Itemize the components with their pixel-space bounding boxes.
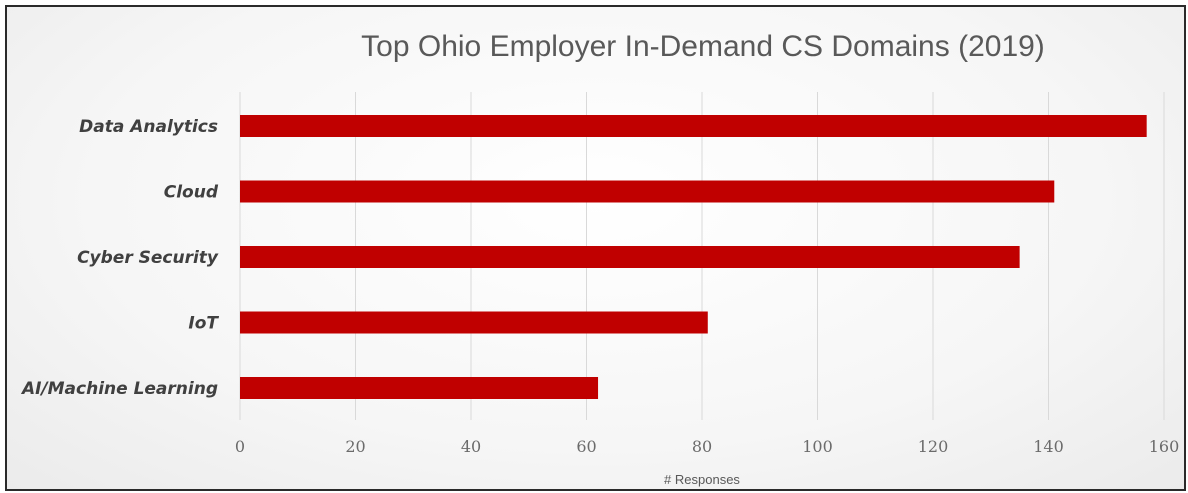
category-label: AI/Machine Learning xyxy=(20,379,218,399)
x-tick-label: 160 xyxy=(1149,437,1180,456)
x-tick-label: 60 xyxy=(576,437,596,456)
x-tick-labels: 0 20 40 60 80 100 120 140 160 xyxy=(235,437,1179,456)
category-label: Cloud xyxy=(164,183,219,203)
x-tick-label: 140 xyxy=(1033,437,1064,456)
category-label: Data Analytics xyxy=(79,117,218,137)
x-tick-label: 20 xyxy=(345,437,365,456)
bars xyxy=(240,115,1147,399)
category-labels: Data Analytics Cloud Cyber Security IoT AI/M… xyxy=(20,117,219,399)
x-tick-label: 80 xyxy=(692,437,712,456)
x-axis-title: # Responses xyxy=(664,472,740,487)
x-tick-label: 40 xyxy=(461,437,481,456)
bar-iot xyxy=(240,311,708,334)
x-tick-label: 100 xyxy=(802,437,833,456)
bar-data-analytics xyxy=(240,115,1147,137)
chart-title: Top Ohio Employer In-Demand CS Domains (… xyxy=(361,30,1045,63)
category-label: Cyber Security xyxy=(77,248,219,268)
bar-cloud xyxy=(240,180,1055,203)
bar-ai-machine-learning xyxy=(240,377,599,399)
category-label: IoT xyxy=(188,314,219,334)
x-tick-label: 0 xyxy=(235,437,245,456)
bar-cyber-security xyxy=(240,246,1020,268)
x-tick-label: 120 xyxy=(918,437,949,456)
